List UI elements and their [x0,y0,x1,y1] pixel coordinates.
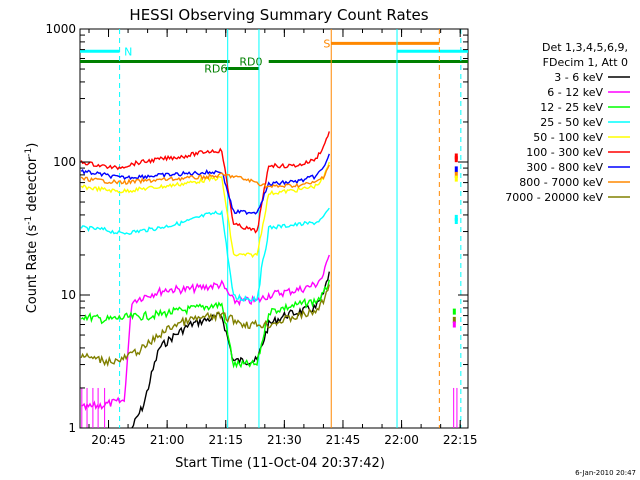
tail-data-mark [454,171,458,178]
state-bar-label: RD0 [239,55,262,68]
tail-data-mark [454,214,458,221]
y-tick-label: 1000 [45,22,76,36]
state-bar-label: S [323,37,330,50]
legend-item-label: 800 - 7000 keV [519,176,603,189]
state-bar-label: RD6 [204,62,227,75]
series-line [81,254,330,412]
series-lines [80,131,458,429]
state-bar-label: N [124,45,132,58]
tail-data-mark [454,166,458,173]
legend-item-label: 50 - 100 keV [533,131,603,144]
series-line [80,164,330,190]
y-axis-label-end: ) [25,143,40,148]
x-tick-label: 21:30 [267,433,302,447]
legend-item-label: 300 - 800 keV [526,161,603,174]
axis-ticks: 20:45 21:00 21:15 21:30 21:45 22:00 22:15 1 10 10… [45,22,477,447]
tail-data-mark [454,175,458,182]
tail-data-mark [454,156,458,163]
legend-item-label: 100 - 300 keV [526,146,603,159]
legend-item-label: 6 - 12 keV [547,86,603,99]
series-line [80,284,330,368]
chart-title: HESSI Observing Summary Count Rates [129,6,428,24]
x-axis-label: Start Time (11-Oct-04 20:37:42) [175,456,385,471]
y-axis-label-mid: detector [25,156,40,216]
x-tick-label: 21:15 [208,433,243,447]
y-tick-label: 1 [68,421,76,435]
tail-data-mark [452,316,456,323]
legend-header-decimation: FDecim 1, Att 0 [543,56,628,69]
x-tick-label: 21:00 [150,433,185,447]
legend-header-detectors: Det 1,3,4,5,6,9, [542,41,628,54]
y-tick-label: 100 [53,155,76,169]
legend: Det 1,3,4,5,6,9, FDecim 1, Att 0 3 - 6 k… [505,41,630,204]
series-line [80,131,330,234]
x-tick-label: 21:45 [326,433,361,447]
x-tick-label: 22:15 [443,433,478,447]
tail-data-mark [454,218,458,225]
legend-item-label: 3 - 6 keV [554,71,603,84]
y-axis-label-sup2: -1 [24,148,34,157]
tail-data-mark [452,321,456,328]
x-tick-label: 20:45 [91,433,126,447]
series-line [80,153,330,216]
state-change-lines [119,29,462,428]
tail-data-mark [452,308,456,315]
legend-item-label: 12 - 25 keV [540,101,603,114]
series-line [80,207,330,303]
legend-item-label: 7000 - 20000 keV [505,191,603,204]
y-axis-label: Count Rate (s-1 detector-1) [24,143,40,314]
y-axis-label-sup1: -1 [24,216,34,225]
y-tick-label: 10 [61,288,76,302]
legend-item-label: 25 - 50 keV [540,116,603,129]
series-line [80,279,330,369]
x-tick-label: 22:00 [384,433,419,447]
series-line [80,161,330,259]
instrument-state-bars: N S RD0 RD6 [80,37,468,75]
y-axis-label-main: Count Rate (s [25,225,40,314]
plot-frame [79,28,469,429]
footer-date: 6-Jan-2010 20:47 [575,469,636,477]
